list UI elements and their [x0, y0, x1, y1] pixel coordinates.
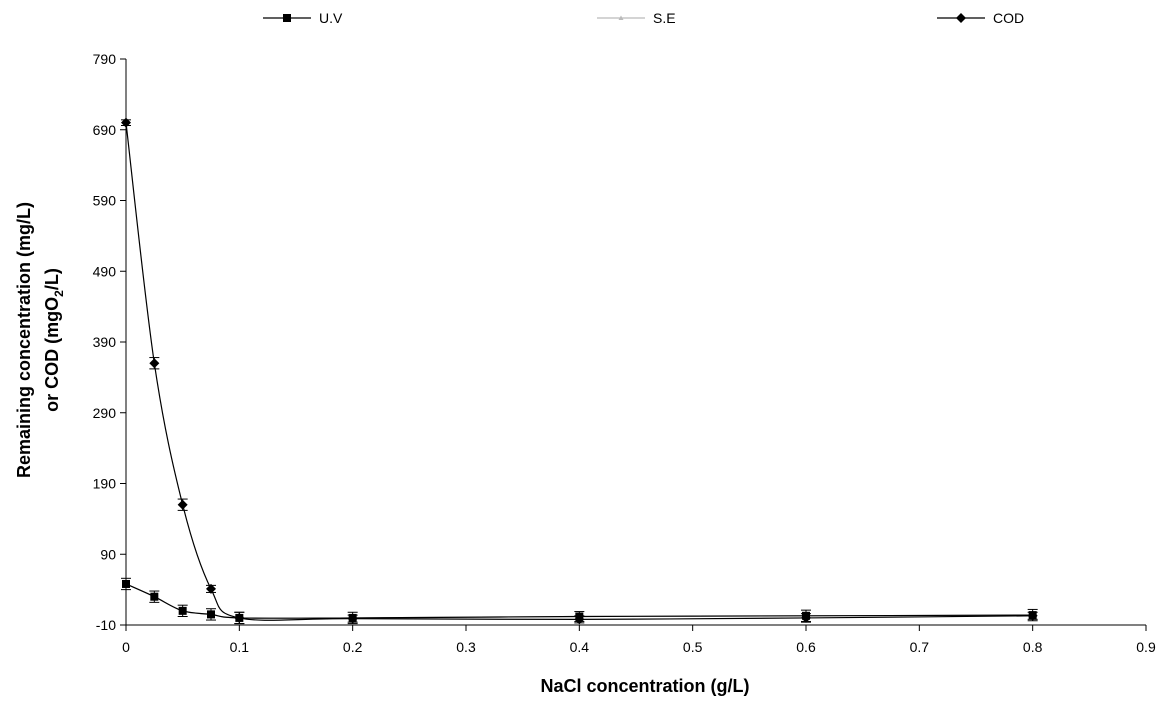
series-layer — [121, 117, 1038, 625]
data-point-cod — [149, 358, 160, 369]
y-axis-title-line1: Remaining concentration (mg/L) — [14, 202, 34, 478]
x-tick-label: 0 — [122, 639, 130, 655]
legend: U.V S.E COD — [263, 10, 1024, 26]
legend-label-se: S.E — [653, 10, 676, 26]
x-tick-label: 0.7 — [910, 639, 930, 655]
y-axis-title-suffix: /L) — [42, 268, 62, 290]
data-point-cod — [1027, 610, 1038, 621]
y-tick-label: 590 — [93, 193, 117, 209]
data-point-uv — [178, 606, 187, 615]
y-tick-label: 390 — [93, 334, 117, 350]
legend-marker-uv — [283, 14, 291, 22]
y-tick-label: 290 — [93, 405, 117, 421]
legend-label-cod: COD — [993, 10, 1024, 26]
x-tick-label: 0.3 — [456, 639, 476, 655]
data-point-cod — [347, 613, 358, 624]
x-tick-label: 0.6 — [796, 639, 816, 655]
data-point-uv — [150, 592, 159, 601]
data-point-cod — [121, 117, 131, 128]
legend-item-se: S.E — [597, 10, 676, 26]
legend-item-uv: U.V — [263, 10, 343, 26]
x-tick-label: 0.1 — [230, 639, 250, 655]
y-tick-label: 790 — [93, 51, 117, 67]
x-tick-label: 0.8 — [1023, 639, 1043, 655]
series-cod — [121, 117, 1038, 625]
data-point-cod — [206, 583, 216, 594]
data-point-cod — [177, 499, 188, 510]
y-tick-label: 690 — [93, 122, 117, 138]
y-tick-label: 190 — [93, 476, 117, 492]
x-axis-title: NaCl concentration (g/L) — [540, 676, 749, 696]
axes: -10 90 190 290 390 490 590 690 790 0 0.1 0.2 0.3 0.4 0… — [93, 51, 1156, 655]
series-line-cod — [125, 122, 1033, 621]
x-tick-label: 0.2 — [343, 639, 363, 655]
legend-marker-cod — [956, 13, 966, 23]
legend-item-cod: COD — [937, 10, 1024, 26]
x-tick-label: 0.9 — [1136, 639, 1156, 655]
y-axis-title-line2: or COD (mgO2/L) — [42, 268, 66, 412]
y-tick-label: -10 — [96, 617, 116, 633]
data-point-uv — [122, 579, 130, 588]
legend-marker-se — [618, 15, 624, 20]
x-tick-label: 0.4 — [570, 639, 590, 655]
y-axis-title-subscript: 2 — [52, 290, 66, 297]
y-tick-label: 90 — [100, 546, 116, 562]
x-tick-label: 0.5 — [683, 639, 703, 655]
y-tick-label: 490 — [93, 263, 117, 279]
legend-label-uv: U.V — [319, 10, 343, 26]
data-point-cod — [574, 614, 585, 625]
y-axis-title: Remaining concentration (mg/L) or COD (m… — [14, 202, 66, 478]
data-point-cod — [801, 612, 811, 623]
y-axis-title-prefix: or COD (mgO — [42, 297, 62, 412]
data-point-cod — [234, 612, 245, 623]
data-point-uv — [207, 610, 215, 619]
